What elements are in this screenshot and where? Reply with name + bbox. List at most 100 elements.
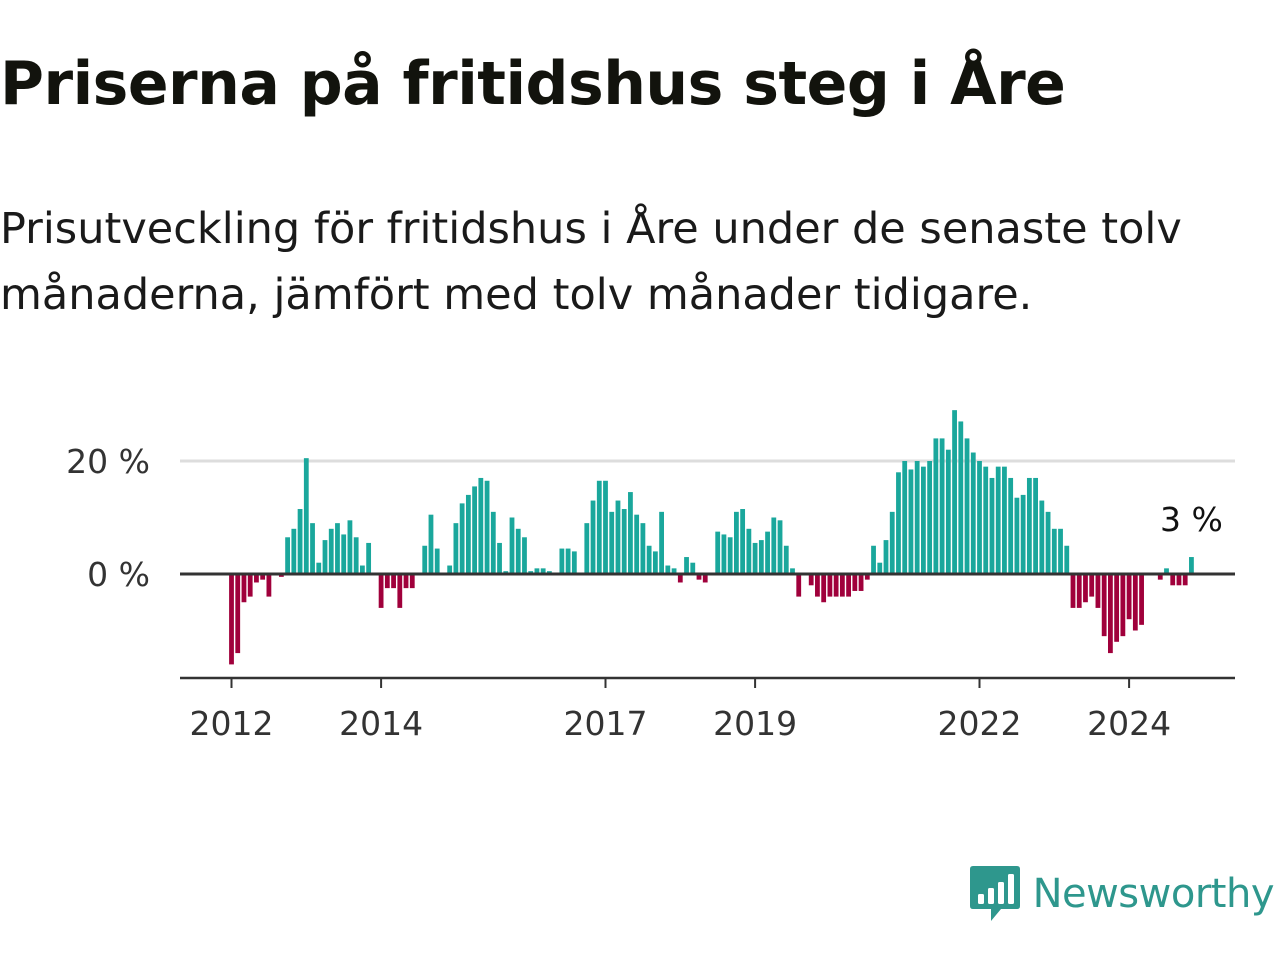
- bar: [1039, 500, 1045, 574]
- bar: [603, 480, 608, 574]
- bar: [846, 574, 851, 597]
- bar: [796, 574, 802, 597]
- bar: [590, 500, 596, 574]
- bar: [571, 551, 577, 574]
- bar: [821, 574, 827, 603]
- bar: [989, 477, 995, 574]
- bar: [752, 542, 758, 575]
- bar: [497, 542, 502, 575]
- bar-chart: 0 % 20 % 2012 2014 2017 2019 2022 2024 3 %: [66, 410, 1235, 743]
- bar: [871, 545, 876, 574]
- bar: [883, 540, 889, 574]
- bar: [1176, 574, 1182, 586]
- bar: [478, 477, 484, 574]
- bar: [384, 574, 390, 589]
- bar: [353, 537, 359, 575]
- bar: [260, 574, 266, 580]
- bar: [303, 458, 309, 574]
- bar: [621, 509, 627, 574]
- bar: [453, 523, 459, 574]
- bar: [409, 574, 415, 589]
- bar: [347, 520, 353, 574]
- bar: [908, 469, 914, 574]
- bar: [584, 523, 590, 574]
- bar: [1108, 574, 1113, 654]
- bar: [665, 565, 671, 575]
- bar: [341, 534, 347, 574]
- bar: [1014, 497, 1020, 574]
- bar: [465, 494, 471, 574]
- bar: [690, 562, 696, 574]
- bar: [241, 574, 247, 603]
- newsworthy-logo-icon: [969, 866, 1020, 921]
- bar: [914, 461, 920, 574]
- bar: [422, 545, 428, 574]
- bar: [939, 438, 945, 574]
- bar: [833, 574, 839, 597]
- bar: [634, 514, 640, 575]
- bar: [1164, 568, 1169, 574]
- bar: [1033, 477, 1038, 574]
- bar: [1189, 557, 1194, 574]
- bar: [777, 520, 783, 574]
- bar: [328, 528, 334, 574]
- bar: [1170, 574, 1176, 586]
- bar: [378, 574, 384, 608]
- bar: [297, 509, 303, 574]
- bar: [522, 537, 527, 575]
- bar: [808, 574, 814, 586]
- bar: [565, 548, 571, 574]
- bar: [459, 503, 465, 575]
- bar: [740, 509, 746, 574]
- bar: [1157, 574, 1163, 580]
- bar: [640, 523, 646, 574]
- latest-value-label: 3 %: [1160, 500, 1223, 539]
- bar: [896, 472, 901, 574]
- bar: [746, 528, 752, 574]
- page-subtitle: Prisutveckling för fritidshus i Åre unde…: [0, 204, 1182, 320]
- bar: [1139, 574, 1144, 625]
- bar: [254, 574, 259, 583]
- x-tick-label: 2019: [713, 704, 797, 743]
- bar: [559, 548, 565, 574]
- bar: [1045, 511, 1051, 574]
- bar: [428, 514, 434, 575]
- bar: [391, 574, 396, 589]
- bar: [285, 537, 290, 575]
- bar: [771, 517, 777, 574]
- bar: [310, 523, 315, 574]
- bar: [702, 574, 708, 583]
- bar: [815, 574, 820, 597]
- x-tick-label: 2012: [190, 704, 274, 743]
- bar: [671, 568, 677, 574]
- bar: [958, 421, 964, 574]
- bar: [490, 511, 496, 574]
- bar: [964, 438, 970, 574]
- bar: [783, 545, 789, 574]
- bar: [229, 574, 234, 665]
- bar: [727, 537, 733, 575]
- bar: [864, 574, 870, 580]
- bar: [1182, 574, 1188, 586]
- bar: [1070, 574, 1076, 608]
- bar: [852, 574, 858, 591]
- bar: [677, 574, 683, 583]
- bar: [1076, 574, 1082, 608]
- bar: [509, 517, 515, 574]
- bar: [434, 548, 440, 574]
- y-tick-label: 0 %: [87, 555, 150, 594]
- x-tick-label: 2017: [564, 704, 648, 743]
- bar: [758, 540, 764, 574]
- bar: [721, 534, 727, 574]
- bar: [734, 511, 739, 574]
- bar: [839, 574, 845, 597]
- bar: [983, 466, 989, 574]
- bars: [229, 410, 1194, 665]
- bar: [403, 574, 409, 589]
- bar: [1114, 574, 1120, 642]
- bar: [1026, 477, 1032, 574]
- bar: [1089, 574, 1095, 597]
- bar: [1008, 477, 1014, 574]
- bar: [316, 562, 322, 574]
- bar: [945, 449, 951, 574]
